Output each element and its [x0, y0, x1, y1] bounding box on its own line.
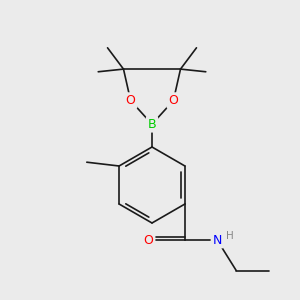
- Text: N: N: [212, 234, 222, 247]
- Text: O: O: [168, 94, 178, 107]
- Text: O: O: [144, 234, 154, 247]
- Text: H: H: [226, 231, 234, 241]
- Text: B: B: [148, 118, 156, 131]
- Text: O: O: [126, 94, 136, 107]
